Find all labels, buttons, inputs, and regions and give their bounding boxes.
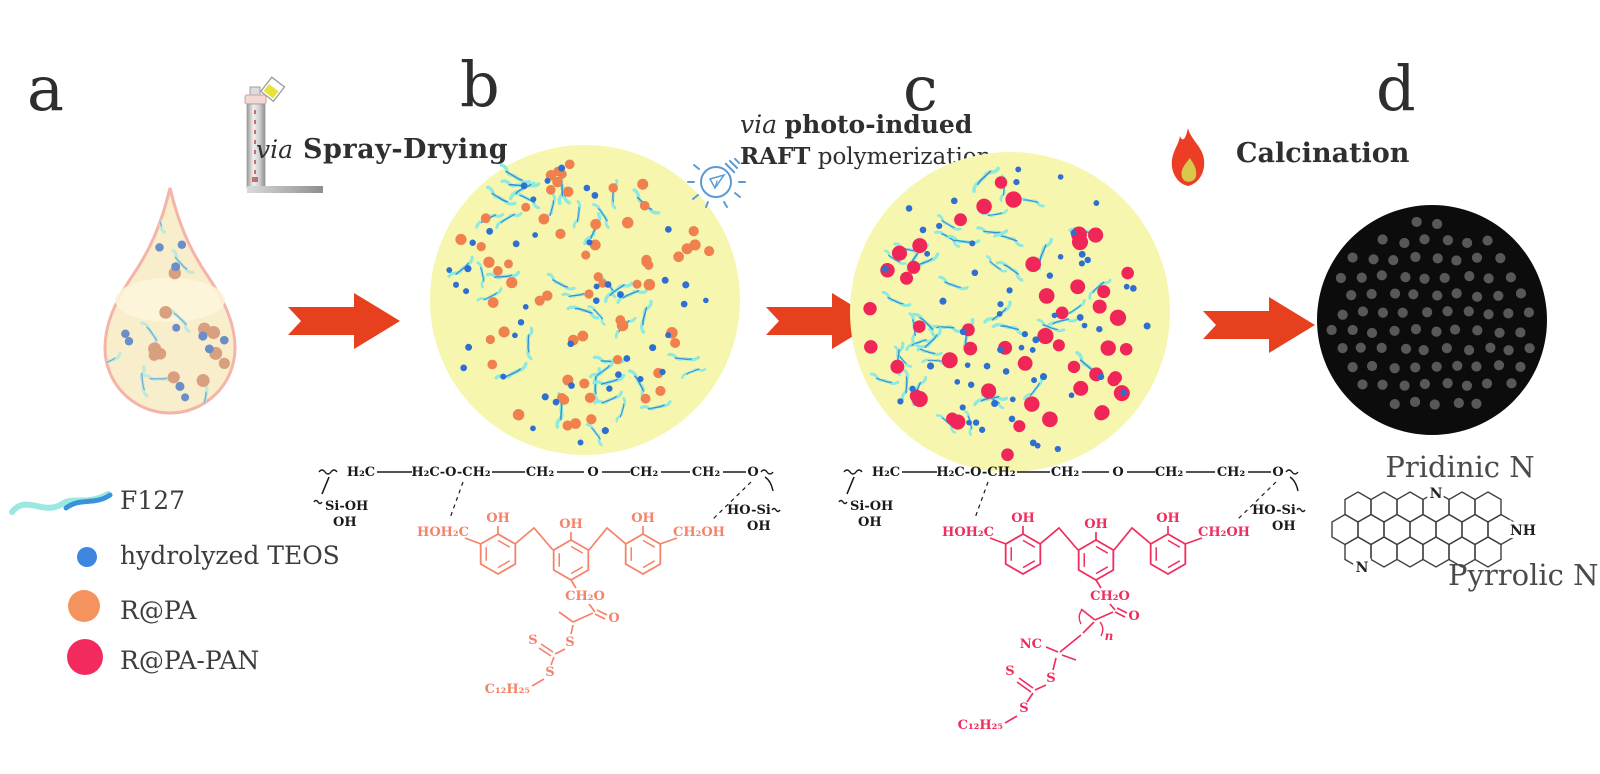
svg-text:CH₂OH: CH₂OH (673, 525, 725, 540)
svg-text:CH₂: CH₂ (1051, 465, 1079, 480)
svg-text:NC: NC (1020, 637, 1042, 652)
svg-text:CH₂: CH₂ (526, 465, 554, 480)
svg-text:HO-Si: HO-Si (1252, 503, 1296, 518)
f127-swatch-squiggle (9, 491, 113, 515)
sphere-b-composite (430, 145, 740, 455)
spray-dryer-icon (244, 76, 323, 193)
svg-text:OH: OH (747, 519, 771, 534)
process-arrow-2 (766, 293, 878, 349)
sphere-b-particles (446, 159, 715, 447)
svg-text:HO-Si: HO-Si (727, 503, 771, 518)
flame-icon (1171, 128, 1205, 186)
svg-text:C₁₂H₂₅: C₁₂H₂₅ (485, 682, 531, 697)
svg-text:H₂C-O-CH₂: H₂C-O-CH₂ (936, 465, 1015, 480)
svg-text:N: N (1430, 486, 1443, 502)
svg-text:CH₂O: CH₂O (1090, 589, 1130, 604)
svg-text:OH: OH (858, 515, 882, 530)
panel-label-c: c (903, 52, 938, 125)
legend-label-rpa: R@PA (120, 596, 197, 625)
panel-label-d: d (1376, 52, 1416, 125)
svg-text:CH₂: CH₂ (630, 465, 658, 480)
droplet-particles (105, 201, 230, 413)
svg-text:O: O (1128, 609, 1139, 624)
svg-text:H₂C: H₂C (872, 465, 900, 480)
legend-dot-rpapan (67, 639, 103, 675)
svg-text:CH₂: CH₂ (1155, 465, 1183, 480)
step-spray-drying: via Spray-Drying (256, 134, 508, 165)
legend-label-f127: F127 (120, 486, 186, 515)
lightbulb-icon (687, 157, 746, 208)
svg-text:H₂C-O-CH₂: H₂C-O-CH₂ (411, 465, 490, 480)
chem-structure-b: H₂C H₂C-O-CH₂ CH₂ O CH₂ CH₂ OSi-OHOHHO-SiOHHOH… (313, 465, 781, 697)
legend-label-teos: hydrolyzed TEOS (120, 541, 340, 570)
svg-text:S: S (565, 635, 574, 650)
svg-text:Si-OH: Si-OH (325, 499, 368, 514)
svg-text:Si-OH: Si-OH (850, 499, 893, 514)
svg-text:CH₂O: CH₂O (565, 589, 605, 604)
pridinic-n-label: Pridinic N (1385, 450, 1535, 484)
sphere-c-composite (850, 152, 1170, 472)
svg-text:OH: OH (486, 511, 510, 526)
svg-text:NH: NH (1510, 523, 1536, 539)
spray-drying-label: Spray-Drying (303, 134, 509, 165)
n-doped-carbon-lattice: N NH N (1331, 483, 1539, 579)
svg-text:HOH₂C: HOH₂C (417, 525, 469, 540)
process-arrow-1 (288, 293, 400, 349)
svg-text:n: n (1105, 629, 1114, 643)
svg-text:HOH₂C: HOH₂C (942, 525, 994, 540)
svg-text:CH₂: CH₂ (1217, 465, 1245, 480)
svg-text:S: S (1005, 664, 1014, 679)
svg-text:O: O (1112, 465, 1123, 480)
svg-text:S: S (528, 633, 537, 648)
svg-text:OH: OH (559, 517, 583, 532)
svg-text:O: O (747, 465, 758, 480)
photo-indued-label: photo-indued (784, 110, 973, 139)
svg-text:O: O (608, 611, 619, 626)
raft-label: RAFT (740, 143, 811, 170)
svg-text:OH: OH (631, 511, 655, 526)
svg-text:OH: OH (1272, 519, 1296, 534)
svg-text:C₁₂H₂₅: C₁₂H₂₅ (958, 718, 1004, 733)
mesopore-dots (1326, 216, 1535, 410)
svg-text:O: O (1272, 465, 1283, 480)
panel-label-a: a (27, 52, 64, 125)
pyrrolic-n-label: Pyrrolic N (1448, 558, 1599, 592)
legend-dot-rpa (68, 590, 100, 622)
svg-text:OH: OH (1011, 511, 1035, 526)
precursor-droplet (103, 187, 237, 415)
svg-text:O: O (587, 465, 598, 480)
via-text: via (740, 110, 778, 139)
legend-label-rpapan: R@PA-PAN (120, 646, 260, 675)
panel-label-b: b (460, 48, 500, 121)
svg-text:CH₂OH: CH₂OH (1198, 525, 1250, 540)
beaker-pouring (259, 76, 286, 103)
via-text: via (256, 135, 294, 164)
svg-text:N: N (1356, 560, 1369, 576)
sphere-c-particles (863, 166, 1151, 462)
chem-structure-c: H₂C H₂C-O-CH₂ CH₂ O CH₂ CH₂ OSi-OHOHHO-SiOHHOH… (838, 465, 1306, 733)
svg-text:OH: OH (333, 515, 357, 530)
svg-text:H₂C: H₂C (347, 465, 375, 480)
svg-text:OH: OH (1156, 511, 1180, 526)
svg-text:OH: OH (1084, 517, 1108, 532)
svg-text:S: S (1019, 701, 1028, 716)
svg-text:S: S (1046, 671, 1055, 686)
sphere-d-carbon (1317, 205, 1547, 435)
process-arrow-3 (1203, 297, 1315, 353)
calcination-label: Calcination (1236, 138, 1410, 169)
legend-dot-teos (77, 547, 97, 567)
svg-text:S: S (545, 665, 554, 680)
svg-text:CH₂: CH₂ (692, 465, 720, 480)
